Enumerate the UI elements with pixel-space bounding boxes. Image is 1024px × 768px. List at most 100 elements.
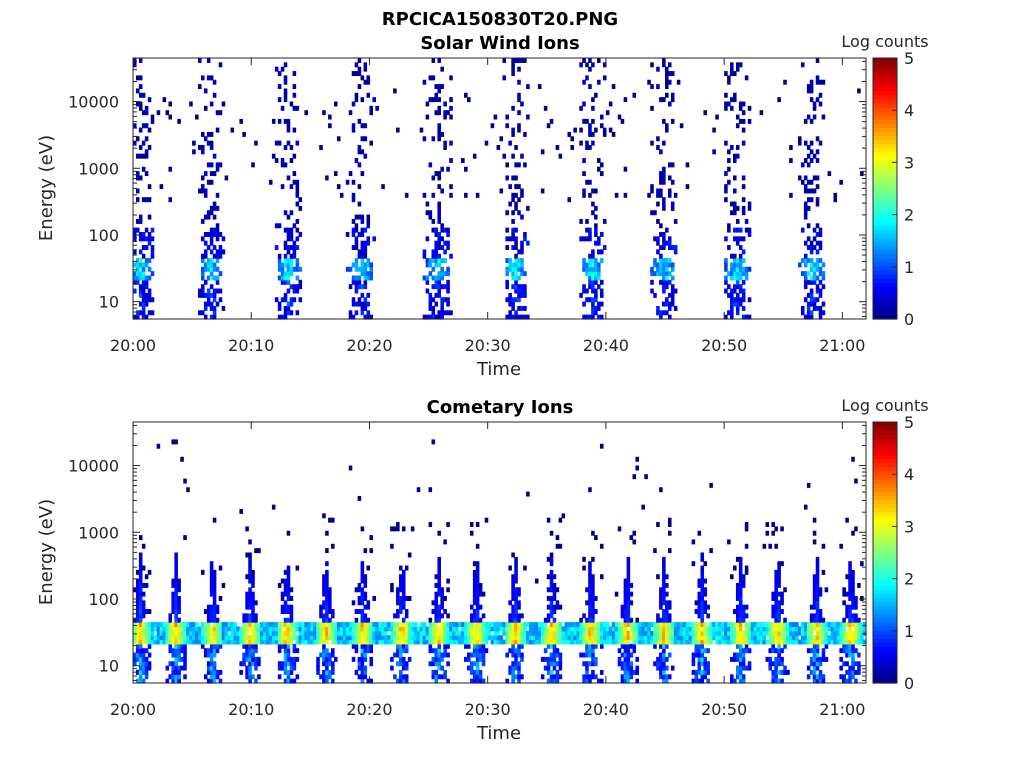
- heatmap-cell: [339, 639, 344, 645]
- heatmap-cell: [150, 114, 155, 120]
- heatmap-cell: [842, 674, 846, 680]
- heatmap-cell: [599, 249, 604, 255]
- heatmap-cell: [437, 617, 441, 623]
- heatmap-cell: [472, 153, 477, 159]
- heatmap-cell: [576, 635, 580, 641]
- heatmap-cell: [517, 284, 521, 290]
- heatmap-cell: [529, 626, 533, 632]
- heatmap-cell: [135, 275, 140, 281]
- heatmap-cell: [508, 613, 512, 619]
- heatmap-cell: [452, 635, 456, 641]
- heatmap-cell: [348, 630, 353, 636]
- heatmap-cell: [809, 604, 814, 610]
- heatmap-cell: [165, 110, 170, 116]
- heatmap-cell: [292, 630, 297, 636]
- heatmap-cell: [141, 600, 146, 606]
- heatmap-cell: [809, 301, 814, 307]
- heatmap-cell: [475, 630, 480, 636]
- heatmap-cell: [632, 626, 637, 632]
- heatmap-cell: [428, 622, 433, 628]
- colorbar-swatch: [873, 298, 897, 304]
- heatmap-cell: [496, 635, 501, 641]
- heatmap-cell: [339, 622, 344, 628]
- colorbar-swatch: [873, 261, 897, 267]
- heatmap-cell: [665, 639, 669, 645]
- heatmap-cell: [180, 630, 184, 636]
- heatmap-cell: [803, 626, 808, 632]
- heatmap-cell: [750, 626, 755, 632]
- heatmap-cell: [777, 630, 781, 636]
- heatmap-cell: [520, 626, 524, 632]
- heatmap-cell: [670, 205, 675, 211]
- heatmap-cell: [656, 665, 660, 671]
- heatmap-cell: [812, 262, 817, 268]
- heatmap-cell: [472, 639, 477, 645]
- heatmap-cell: [248, 661, 252, 667]
- heatmap-cell: [138, 301, 143, 307]
- heatmap-cell: [133, 249, 137, 255]
- heatmap-cell: [851, 591, 855, 597]
- heatmap-cell: [845, 591, 849, 597]
- heatmap-cell: [390, 665, 394, 671]
- heatmap-cell: [694, 622, 699, 628]
- heatmap-cell: [697, 661, 702, 667]
- heatmap-cell: [848, 626, 852, 632]
- heatmap-cell: [268, 179, 273, 185]
- heatmap-cell: [144, 314, 149, 320]
- heatmap-cell: [399, 578, 403, 584]
- heatmap-cell: [585, 587, 589, 593]
- heatmap-cell: [617, 661, 622, 667]
- heatmap-cell: [620, 652, 625, 658]
- heatmap-cell: [360, 305, 365, 311]
- heatmap-cell: [351, 127, 356, 133]
- heatmap-cell: [540, 630, 545, 636]
- heatmap-cell: [484, 140, 489, 146]
- heatmap-cell: [141, 266, 146, 272]
- heatmap-cell: [694, 674, 699, 680]
- heatmap-cell: [475, 609, 480, 614]
- heatmap-cell: [857, 652, 861, 658]
- heatmap-cell: [171, 626, 175, 632]
- colorbar-swatch: [873, 487, 897, 492]
- heatmap-cell: [517, 648, 521, 654]
- heatmap-cell: [712, 149, 716, 155]
- heatmap-cell: [283, 210, 288, 216]
- heatmap-cell: [466, 97, 471, 103]
- heatmap-cell: [257, 674, 261, 680]
- heatmap-cell: [203, 171, 208, 177]
- heatmap-cell: [286, 639, 291, 645]
- heatmap-cell: [588, 84, 592, 90]
- heatmap-cell: [803, 284, 808, 290]
- colorbar-tick-label: 4: [904, 465, 914, 484]
- heatmap-cell: [771, 661, 775, 667]
- heatmap-cell: [617, 622, 622, 628]
- heatmap-cell: [475, 678, 480, 684]
- heatmap-cell: [780, 661, 784, 667]
- heatmap-cell: [585, 314, 589, 320]
- heatmap-cell: [449, 310, 453, 316]
- colorbar-swatch: [873, 302, 897, 308]
- heatmap-cell: [591, 262, 595, 268]
- heatmap-cell: [461, 158, 465, 163]
- heatmap-cell: [614, 630, 619, 636]
- colorbar-swatch: [873, 605, 897, 611]
- heatmap-cell: [319, 630, 323, 636]
- heatmap-cell: [289, 253, 294, 259]
- heatmap-cell: [682, 630, 687, 636]
- heatmap-cell: [703, 648, 707, 654]
- heatmap-cell: [328, 596, 332, 601]
- colorbar-swatch: [873, 678, 897, 684]
- heatmap-cell: [443, 114, 447, 120]
- heatmap-cell: [594, 266, 598, 272]
- heatmap-cell: [419, 630, 424, 636]
- heatmap-cell: [363, 66, 368, 72]
- heatmap-cell: [821, 617, 826, 623]
- heatmap-cell: [511, 665, 515, 671]
- heatmap-cell: [298, 635, 303, 641]
- heatmap-cell: [667, 71, 672, 76]
- heatmap-cell: [591, 62, 595, 68]
- heatmap-cell: [635, 465, 640, 471]
- heatmap-cell: [428, 214, 433, 220]
- heatmap-cell: [360, 569, 365, 575]
- heatmap-cell: [396, 635, 400, 641]
